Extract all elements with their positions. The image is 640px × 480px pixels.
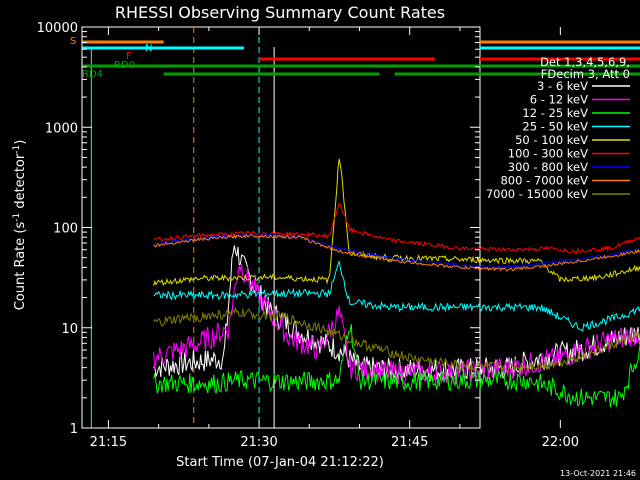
x-axis-label: Start Time (07-Jan-04 21:12:22) xyxy=(176,455,384,470)
band-label: N xyxy=(145,43,152,54)
series-line-0 xyxy=(153,245,640,383)
legend-entry-label: 3 - 6 keV xyxy=(537,79,588,93)
legend-entry-label: 50 - 100 keV xyxy=(515,133,588,147)
chart-title: RHESSI Observing Summary Count Rates xyxy=(115,3,445,22)
series-line-8 xyxy=(153,306,640,373)
timestamp: 13-Oct-2021 21:46 xyxy=(560,469,636,478)
x-tick-label: 21:15 xyxy=(90,435,127,450)
series-line-4 xyxy=(153,158,640,287)
y-axis: 1 10 100 1000 10000 xyxy=(37,21,480,437)
band-label: RD4 xyxy=(82,69,103,80)
band-label: F xyxy=(126,51,132,62)
series-line-5 xyxy=(153,202,640,254)
legend: Det 1,3,4,5,6,9,FDecim 3, Att 03 - 6 keV… xyxy=(486,55,630,201)
legend-entry-label: 6 - 12 keV xyxy=(530,93,588,107)
x-tick-label: 21:30 xyxy=(240,435,277,450)
series-line-2 xyxy=(153,323,640,408)
y-axis-label: Count Rate (s-1 detector-1) xyxy=(12,140,28,311)
y-tick-label: 10000 xyxy=(37,21,78,36)
x-tick-label: 22:00 xyxy=(542,435,579,450)
y-tick-label: 100 xyxy=(53,222,78,237)
y-tick-label: 1 xyxy=(70,422,78,437)
x-tick-label: 21:45 xyxy=(391,435,428,450)
band-label: RD0 xyxy=(114,60,135,71)
legend-entry-label: 25 - 50 keV xyxy=(522,120,588,134)
legend-entry-label: 100 - 300 keV xyxy=(508,147,588,161)
legend-entry-label: 7000 - 15000 keV xyxy=(486,187,588,201)
y-tick-label: 10 xyxy=(61,322,78,337)
legend-entry-label: 800 - 7000 keV xyxy=(500,174,588,188)
series-line-7 xyxy=(153,233,640,272)
y-tick-label: 1000 xyxy=(45,121,78,136)
series-line-3 xyxy=(153,260,640,332)
legend-entry-label: 12 - 25 keV xyxy=(522,106,588,120)
legend-header: Det 1,3,4,5,6,9, xyxy=(540,55,630,69)
legend-entry-label: 300 - 800 keV xyxy=(508,160,588,174)
legend-header: FDecim 3, Att 0 xyxy=(541,67,630,81)
series-line-1 xyxy=(153,263,640,386)
band-label: S xyxy=(70,36,76,47)
